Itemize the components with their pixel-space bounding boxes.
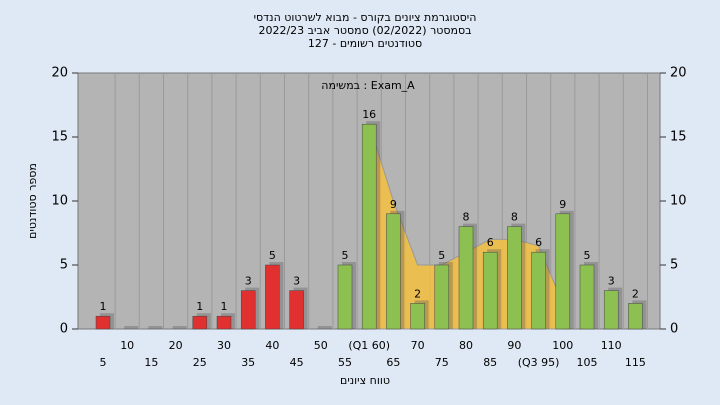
y-tick-label: 10 (51, 194, 68, 209)
x-tick-label: 15 (144, 356, 158, 369)
chart-title: היסטוגרמת ציונים בקורס - מבוא לשרטוט הנד… (254, 11, 477, 24)
annotation: במשימה : Exam_A (321, 79, 415, 92)
x-tick-label: 80 (459, 339, 473, 352)
x-tick-label: 25 (193, 356, 207, 369)
x-tick-label: (Q1 60) (348, 339, 390, 352)
x-tick-label: 70 (411, 339, 425, 352)
bar (265, 264, 280, 330)
x-tick-label: 105 (577, 356, 598, 369)
y2-tick-label: 0 (670, 322, 678, 337)
x-tick-label: 30 (217, 339, 231, 352)
bar-shadow (172, 326, 187, 329)
y-tick-label: 20 (51, 66, 68, 81)
value-label: 2 (632, 287, 639, 300)
bar (410, 303, 425, 330)
y2-tick-label: 5 (670, 258, 678, 273)
x-tick-label: 100 (552, 339, 573, 352)
value-label: 9 (559, 198, 566, 211)
value-label: 1 (100, 300, 107, 313)
x-tick-label: 85 (483, 356, 497, 369)
x-tick-label: (Q3 95) (518, 356, 560, 369)
bar (386, 213, 401, 330)
y2-tick-label: 20 (670, 66, 687, 81)
chart-subtitle: בסמסטר (02/2022) סמסטר אביב 2022/23 (258, 24, 471, 37)
bar (531, 251, 546, 330)
x-tick-label: 5 (100, 356, 107, 369)
x-tick-label: 35 (241, 356, 255, 369)
bar-shadow (317, 326, 332, 329)
y-tick-label: 0 (60, 322, 68, 337)
x-tick-label: 90 (507, 339, 521, 352)
value-label: 16 (362, 108, 376, 121)
x-tick-label: 110 (601, 339, 622, 352)
value-label: 6 (535, 236, 542, 249)
bar (337, 264, 353, 330)
value-label: 5 (584, 249, 591, 262)
bar (482, 251, 498, 330)
bar (579, 264, 595, 330)
y-tick-label: 15 (51, 130, 68, 145)
value-label: 1 (196, 300, 203, 313)
bar (216, 315, 232, 330)
value-label: 8 (463, 211, 470, 224)
x-axis-label: טווח ציונים (340, 374, 390, 387)
bar (628, 303, 643, 330)
bar (289, 290, 304, 330)
value-label: 9 (390, 198, 397, 211)
x-tick-label: 75 (435, 356, 449, 369)
x-tick-label: 40 (265, 339, 279, 352)
value-label: 6 (487, 236, 494, 249)
value-label: 3 (245, 275, 252, 288)
bar (240, 290, 256, 330)
value-label: 5 (269, 249, 276, 262)
x-tick-label: 115 (625, 356, 646, 369)
y-axis-label: מספר סטודנטים (26, 163, 39, 239)
y2-tick-label: 15 (670, 130, 687, 145)
x-tick-label: 20 (169, 339, 183, 352)
x-tick-label: 45 (290, 356, 304, 369)
bar (603, 290, 619, 330)
x-tick-label: 50 (314, 339, 328, 352)
value-label: 3 (293, 275, 300, 288)
y-tick-label: 5 (60, 258, 68, 273)
value-label: 3 (608, 275, 615, 288)
bar (507, 226, 522, 330)
bar-shadow (148, 326, 163, 329)
value-label: 8 (511, 211, 518, 224)
chart-subtitle: סטודנטים רשומים - 127 (308, 37, 422, 50)
bar (192, 315, 208, 330)
bar (458, 226, 474, 330)
x-tick-label: 55 (338, 356, 352, 369)
bar-shadow (124, 326, 139, 329)
value-label: 5 (342, 249, 349, 262)
bar (361, 123, 377, 330)
bar (555, 213, 571, 330)
value-label: 2 (414, 287, 421, 300)
value-label: 5 (438, 249, 445, 262)
x-tick-label: 65 (386, 356, 400, 369)
value-label: 1 (221, 300, 228, 313)
bar (95, 315, 111, 330)
x-tick-label: 10 (120, 339, 134, 352)
y2-tick-label: 10 (670, 194, 687, 209)
bar (434, 264, 450, 330)
